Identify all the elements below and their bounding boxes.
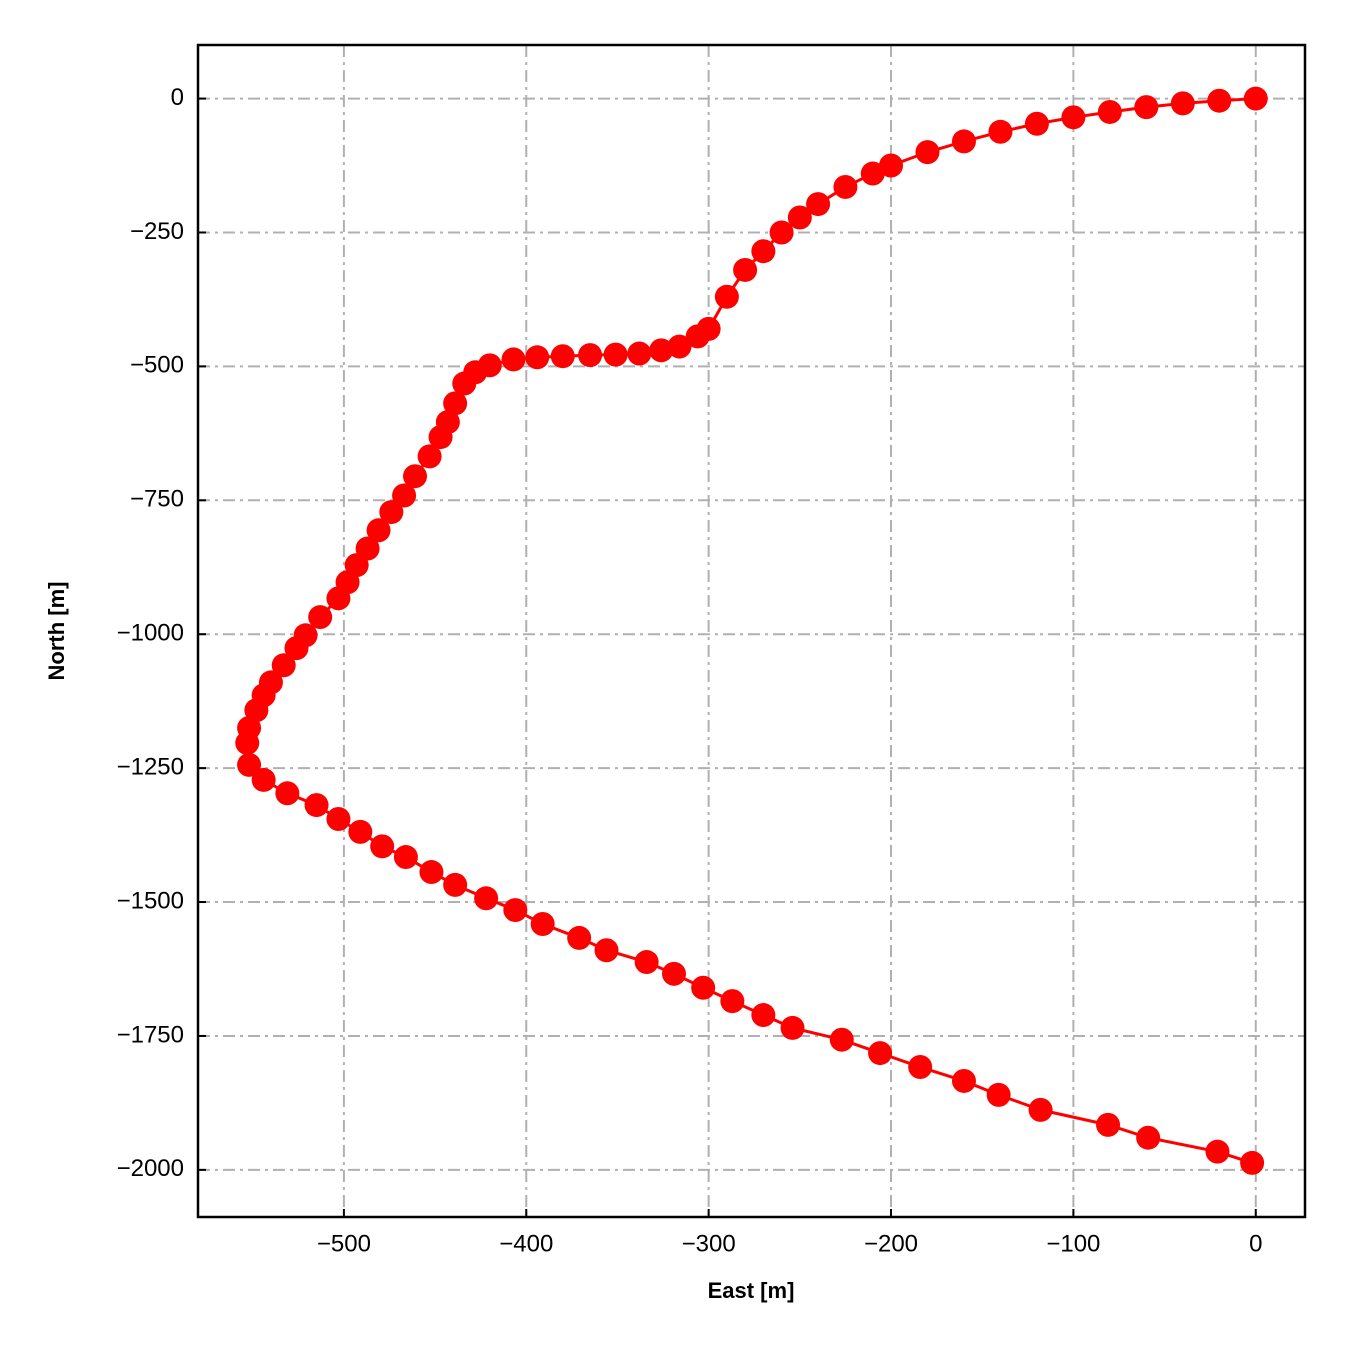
x-tick-label: −400 xyxy=(499,1230,553,1257)
point xyxy=(868,1041,893,1066)
point xyxy=(443,391,468,416)
point xyxy=(951,129,976,154)
point xyxy=(594,938,619,963)
point xyxy=(326,586,351,611)
y-tick-label: −750 xyxy=(130,486,184,513)
point xyxy=(951,1068,976,1093)
point xyxy=(452,371,477,396)
point xyxy=(833,174,858,199)
y-tick-label: −1750 xyxy=(117,1021,184,1048)
point xyxy=(474,886,499,911)
point xyxy=(308,605,333,630)
point xyxy=(1096,1112,1121,1137)
point xyxy=(348,819,373,844)
point xyxy=(685,324,710,349)
point xyxy=(501,347,526,372)
y-tick-label: −2000 xyxy=(117,1155,184,1182)
point xyxy=(326,807,351,832)
point xyxy=(366,518,391,543)
point xyxy=(392,483,417,508)
point xyxy=(780,1015,805,1040)
point xyxy=(1240,1150,1265,1175)
point xyxy=(879,153,904,178)
point xyxy=(751,239,776,264)
y-tick-label: −1000 xyxy=(117,620,184,647)
x-tick-label: −100 xyxy=(1046,1230,1100,1257)
point xyxy=(691,975,716,1000)
point xyxy=(237,752,262,777)
point xyxy=(578,343,603,368)
point xyxy=(525,345,550,370)
point xyxy=(275,781,300,806)
point xyxy=(1136,1125,1161,1150)
point xyxy=(567,925,592,950)
point xyxy=(417,444,442,469)
y-tick-label: −1250 xyxy=(117,753,184,780)
x-tick-label: −200 xyxy=(864,1230,918,1257)
point xyxy=(550,344,575,369)
x-tick-label: 0 xyxy=(1249,1230,1262,1257)
point xyxy=(627,341,652,366)
point xyxy=(370,834,395,859)
point xyxy=(720,989,745,1014)
point xyxy=(806,192,831,217)
point xyxy=(1097,99,1122,124)
point xyxy=(733,257,758,282)
y-tick-label: −1500 xyxy=(117,887,184,914)
point xyxy=(988,119,1013,144)
point xyxy=(304,793,329,818)
point xyxy=(1134,95,1159,120)
point xyxy=(428,425,453,450)
y-tick-label: −250 xyxy=(130,218,184,245)
point xyxy=(649,338,674,363)
x-tick-label: −300 xyxy=(682,1230,736,1257)
point xyxy=(860,161,885,186)
point xyxy=(751,1003,776,1028)
point xyxy=(1205,1139,1230,1164)
point xyxy=(1243,86,1268,111)
y-tick-label: 0 xyxy=(171,84,184,111)
plot-frame xyxy=(196,43,1307,1219)
point xyxy=(1028,1097,1053,1122)
point xyxy=(284,636,309,661)
point xyxy=(908,1055,933,1080)
point xyxy=(443,872,468,897)
point xyxy=(503,898,528,923)
point xyxy=(1170,91,1195,116)
point xyxy=(235,730,260,755)
point xyxy=(714,284,739,309)
point xyxy=(403,464,428,489)
point xyxy=(603,342,628,367)
point xyxy=(251,767,276,792)
point xyxy=(1207,88,1232,113)
point xyxy=(667,334,692,359)
series-line xyxy=(245,97,1256,1165)
point xyxy=(271,653,296,678)
point xyxy=(661,961,686,986)
point xyxy=(1024,111,1049,136)
point xyxy=(986,1082,1011,1107)
x-axis-label: East [m] xyxy=(708,1278,795,1303)
y-tick-label: −500 xyxy=(130,352,184,379)
point xyxy=(379,500,404,525)
point xyxy=(419,860,444,885)
point xyxy=(393,845,418,870)
point xyxy=(829,1027,854,1052)
y-axis-label: North [m] xyxy=(44,582,69,681)
point xyxy=(787,205,812,230)
point xyxy=(769,220,794,245)
point xyxy=(634,950,659,975)
point xyxy=(530,912,555,936)
x-tick-label: −500 xyxy=(317,1230,371,1257)
point xyxy=(915,140,940,165)
point xyxy=(1061,105,1086,130)
